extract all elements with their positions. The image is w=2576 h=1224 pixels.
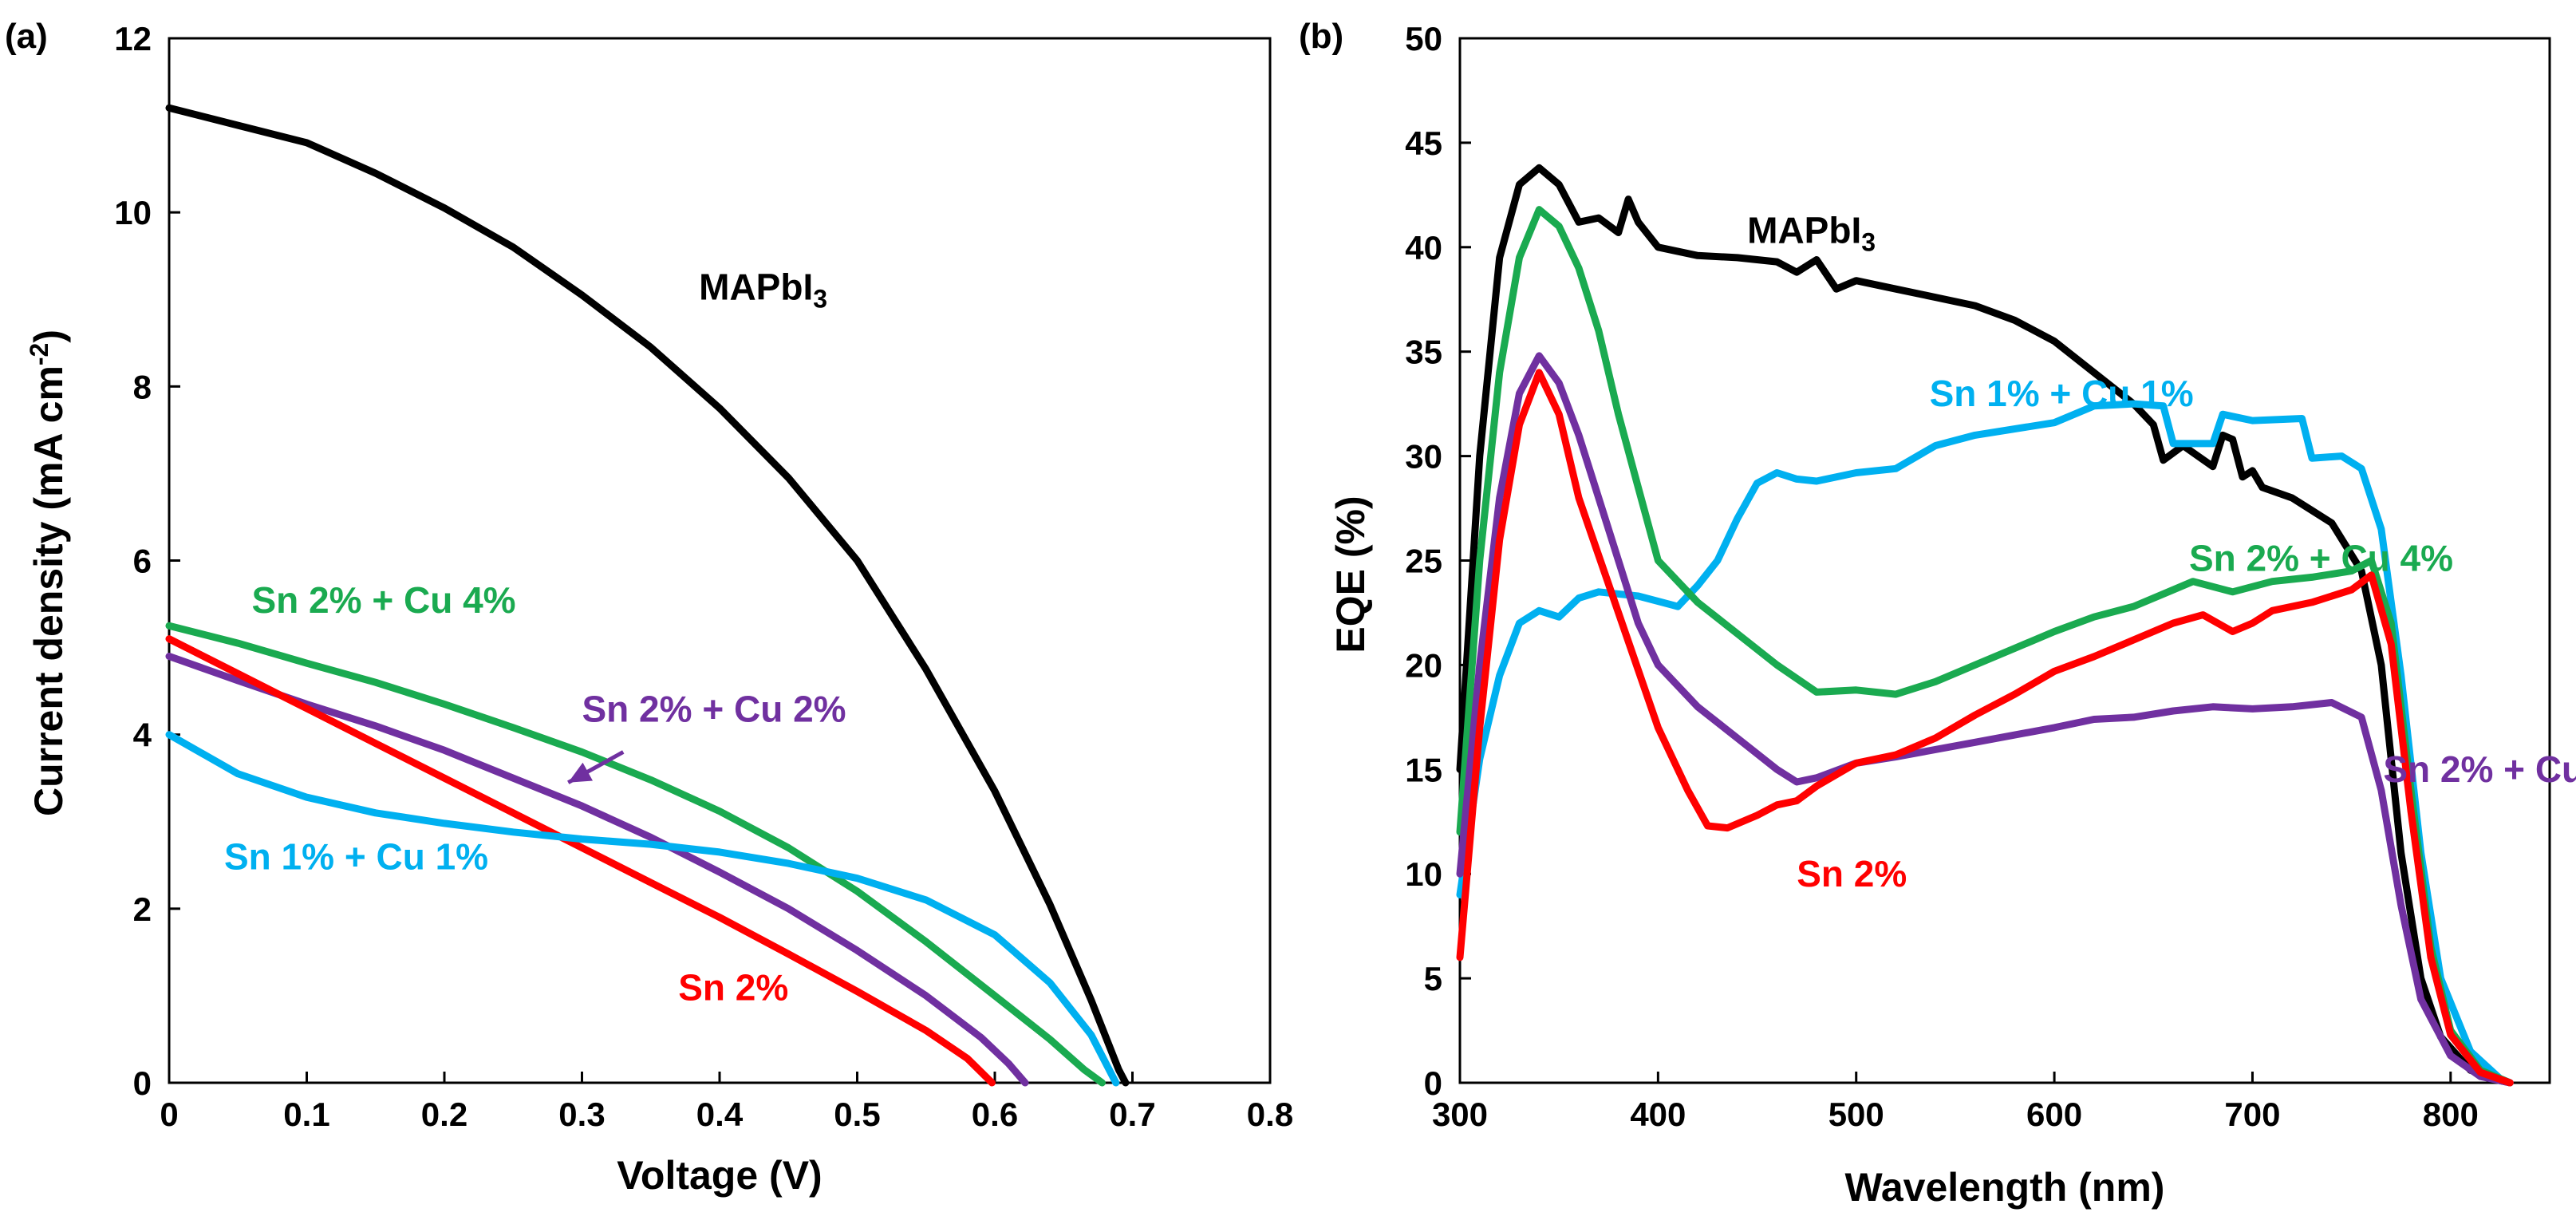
panel-b-x-tick-label: 400 [1630, 1096, 1686, 1133]
panel-a-x-tick-label: 0.8 [1247, 1096, 1293, 1133]
panel-b: (b) 300 400 500 600 700 800 0 5 10 15 20 25 30 35 40 45… [1299, 17, 2576, 1210]
panel-a-y-axis-title: Current density (mA cm-2) [25, 330, 71, 816]
panel-b-x-tick-label: 600 [2026, 1096, 2082, 1133]
panel-a-series-sn-1-cu-1-label: Sn 1% + Cu 1% [224, 836, 488, 878]
panel-a-plot-frame [168, 37, 1272, 1084]
panel-a-x-tick-label: 0 [160, 1096, 178, 1133]
panel-b-axes: 300 400 500 600 700 800 0 5 10 15 20 25 30 35 40 45 50 [1405, 20, 2551, 1133]
panel-a-x-tick-label: 0.2 [421, 1096, 467, 1133]
panel-b-y-tick-label: 50 [1405, 20, 1442, 57]
panel-a-x-tick-label: 0.5 [834, 1096, 880, 1133]
panel-a-y-tick-label: 12 [114, 20, 152, 57]
panel-a-y-tick-label: 8 [133, 368, 152, 405]
panel-a-x-tick-label: 0.6 [972, 1096, 1018, 1133]
panel-a-series-sn-2-line [165, 635, 996, 1087]
panel-b-x-tick-label: 500 [1828, 1096, 1884, 1133]
panel-b-series-labels: MAPbI3 Sn 1% + Cu 1% Sn 2% + Cu 4% Sn 2% + … [1747, 210, 2576, 894]
panel-a-series-sn-2-cu-4-label: Sn 2% + Cu 4% [252, 579, 516, 621]
panel-a-label: (a) [5, 17, 48, 56]
panel-b-y-tick-label: 15 [1405, 751, 1442, 788]
panel-b-label: (b) [1299, 17, 1343, 56]
panel-b-y-tick-label: 0 [1424, 1064, 1442, 1102]
panel-a-x-tick-label: 0.3 [558, 1096, 605, 1133]
panel-b-x-tick-label: 300 [1432, 1096, 1488, 1133]
panel-a-axes: 0 0.1 0.2 0.3 0.4 0.5 0.6 0.7 0.8 0 2 4 6 8 10 12 [114, 20, 1293, 1133]
panel-b-y-tick-label: 45 [1405, 124, 1442, 162]
panel-b-series-sn-1-cu-1-label: Sn 1% + Cu 1% [1930, 373, 2194, 414]
panel-a-curves [165, 104, 1130, 1087]
panel-b-series-mapbi3-line [1456, 164, 2514, 1087]
panel-a-y-tick-label: 6 [133, 543, 152, 580]
panel-b-curves [1456, 164, 2514, 1087]
panel-b-series-mapbi3-label: MAPbI3 [1747, 210, 1876, 257]
panel-a: (a) 0 0.1 0.2 0.3 0.4 0.5 0.6 0.7 0.8 0 2 4 6 8 10 12 M… [5, 17, 1293, 1198]
panel-a-x-tick-label: 0.4 [696, 1096, 744, 1133]
panel-a-y-axis-title-end: ) [26, 330, 71, 343]
panel-a-series-mapbi3-line [165, 104, 1130, 1087]
panel-b-y-tick-label: 35 [1405, 334, 1442, 371]
panel-a-series-sn-2-cu-4-line [165, 622, 1106, 1087]
panel-b-y-tick-label: 10 [1405, 855, 1442, 893]
panel-b-y-tick-label: 40 [1405, 229, 1442, 267]
panel-a-y-tick-label: 2 [133, 890, 152, 928]
panel-b-y-tick-label: 20 [1405, 646, 1442, 684]
panel-b-x-axis-title: Wavelength (nm) [1845, 1165, 2165, 1210]
panel-a-y-tick-label: 10 [114, 194, 152, 231]
panel-b-y-axis-title: EQE (%) [1328, 496, 1373, 653]
panel-a-y-tick-label: 4 [133, 717, 152, 754]
panel-a-x-tick-label: 0.7 [1109, 1096, 1155, 1133]
panel-b-series-sn-2-label: Sn 2% [1797, 853, 1907, 894]
panel-a-series-mapbi3-label: MAPbI3 [699, 266, 827, 313]
panel-b-series-sn-2-cu-4-label: Sn 2% + Cu 4% [2189, 538, 2453, 579]
panel-a-y-axis-title-main: Current density (mA cm [26, 365, 71, 816]
panel-a-x-tick-label: 0.1 [283, 1096, 329, 1133]
panel-a-y-axis-title-sup: -2 [25, 343, 53, 365]
panel-a-series-labels: MAPbI3 Sn 2% + Cu 4% Sn 2% + Cu 2% Sn 2% Sn … [224, 266, 846, 1008]
panel-a-series-sn-2-cu-2-arrowhead [568, 762, 593, 783]
panel-a-series-sn-1-cu-1-line [165, 731, 1120, 1087]
panel-b-y-tick-label: 30 [1405, 438, 1442, 476]
panel-a-x-axis-title: Voltage (V) [617, 1153, 822, 1198]
panel-a-y-tick-label: 0 [133, 1064, 152, 1102]
panel-b-y-tick-label: 25 [1405, 543, 1442, 580]
panel-b-series-sn-1-cu-1-line [1456, 400, 2514, 1087]
panel-b-y-tick-label: 5 [1424, 960, 1442, 997]
panel-b-series-sn-2-line [1456, 369, 2514, 1087]
panel-b-series-sn-2-cu-2-label: Sn 2% + Cu 2% [2383, 748, 2576, 790]
panel-b-x-tick-label: 800 [2423, 1096, 2479, 1133]
panel-b-x-tick-label: 700 [2224, 1096, 2280, 1133]
panel-b-series-sn-2-cu-4-line [1456, 206, 2514, 1087]
panel-a-series-sn-2-label: Sn 2% [678, 966, 788, 1008]
panel-a-series-sn-2-cu-2-line [165, 653, 1029, 1087]
panel-a-series-sn-2-cu-2-label: Sn 2% + Cu 2% [582, 688, 846, 729]
